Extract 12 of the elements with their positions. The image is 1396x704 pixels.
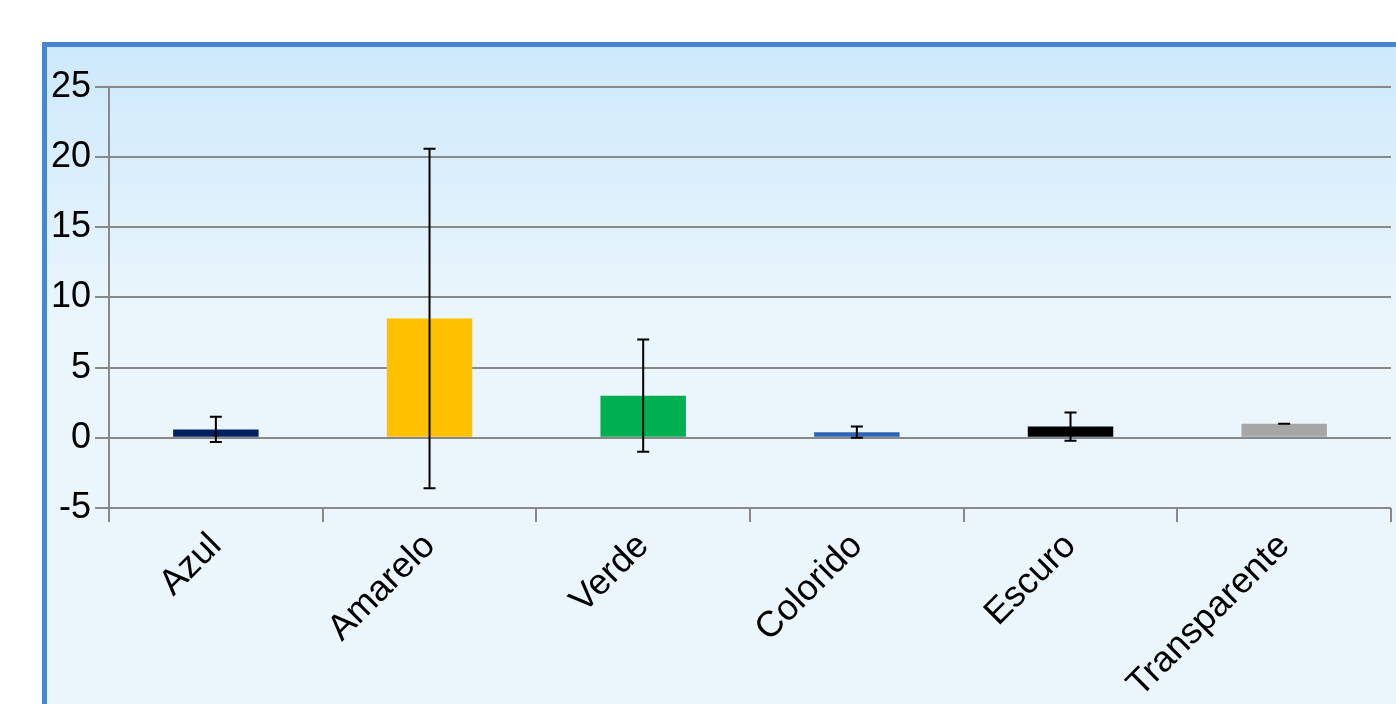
y-tick-label: -5 bbox=[59, 484, 92, 526]
y-tick-label: 15 bbox=[51, 204, 92, 246]
bar bbox=[600, 395, 686, 437]
bar bbox=[1241, 423, 1327, 437]
bar bbox=[386, 318, 473, 437]
bar bbox=[814, 432, 900, 437]
bar bbox=[173, 429, 259, 437]
y-tick-label: 5 bbox=[71, 344, 92, 386]
y-tick-label: 25 bbox=[51, 63, 92, 105]
y-tick-label: 10 bbox=[51, 274, 92, 316]
y-tick-label: 20 bbox=[51, 134, 92, 176]
y-tick-label: 0 bbox=[71, 414, 92, 456]
